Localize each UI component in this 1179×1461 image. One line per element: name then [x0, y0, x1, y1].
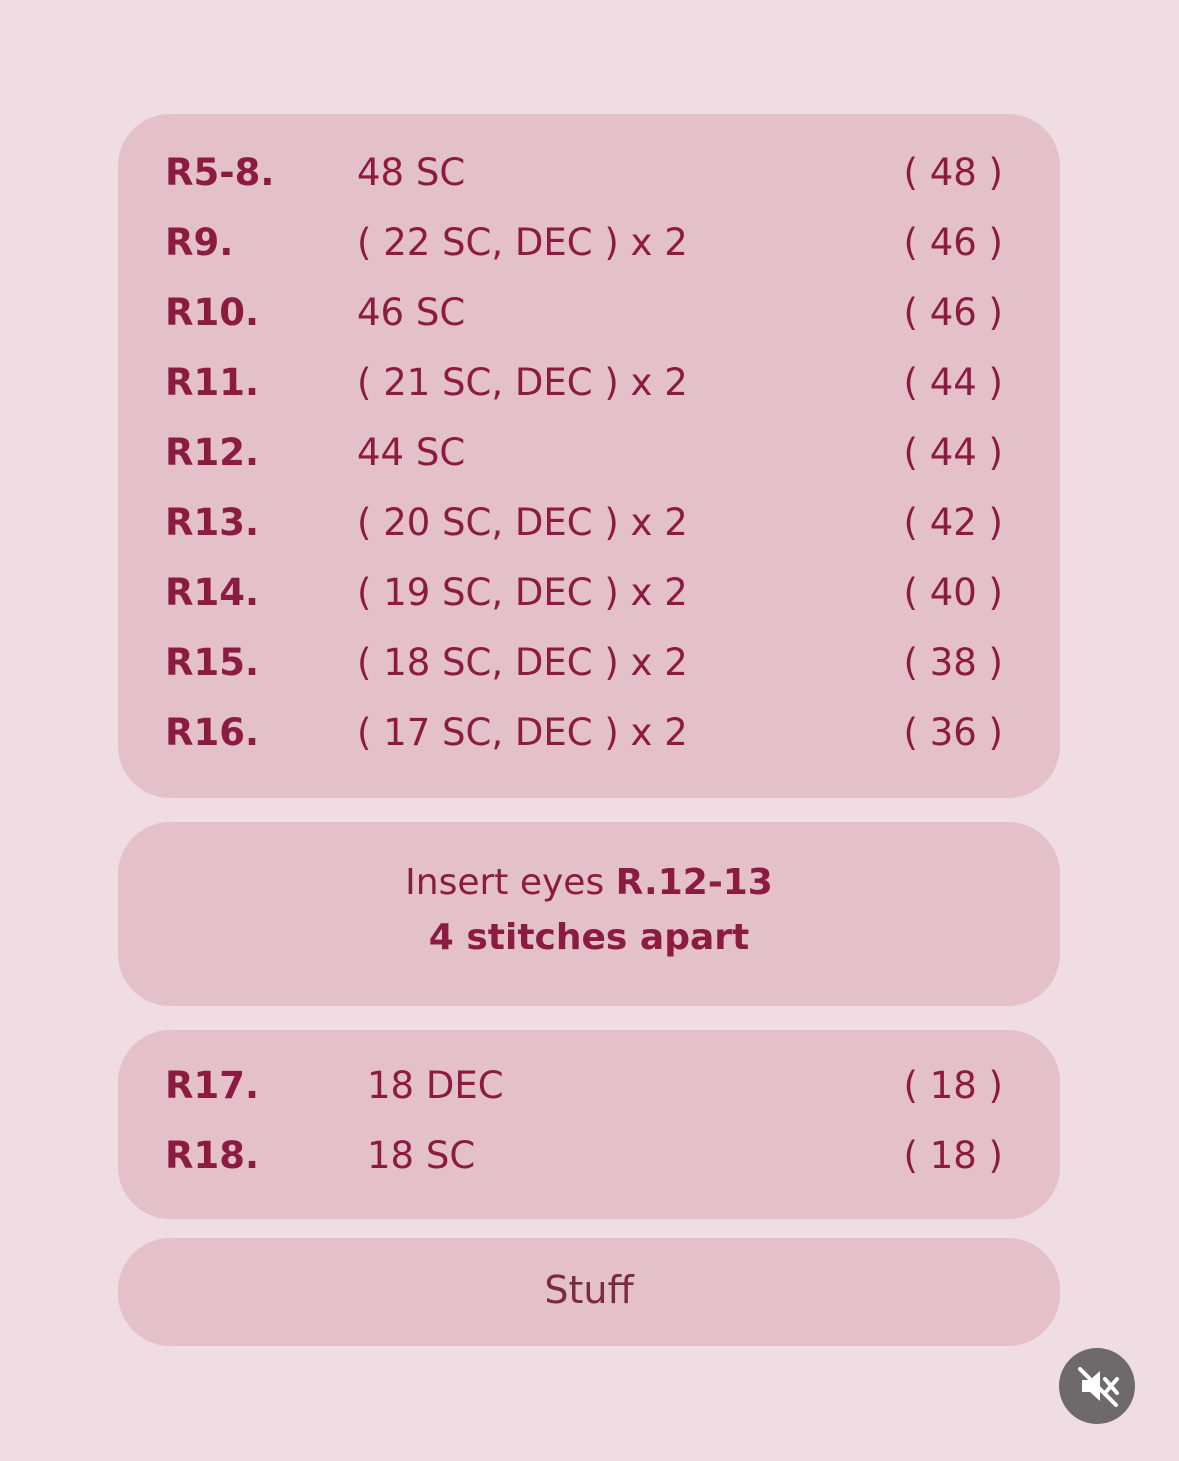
round-row: R18. 18 SC ( 18 )	[118, 1126, 1060, 1186]
stitches: 48 SC	[357, 151, 466, 194]
stitch-count: ( 42 )	[903, 501, 1003, 544]
round-label: R15.	[165, 641, 260, 684]
stitch-count: ( 18 )	[903, 1064, 1003, 1107]
round-row: R15. ( 18 SC, DEC ) x 2 ( 38 )	[118, 633, 1060, 693]
round-label: R14.	[165, 571, 260, 614]
note-text: Insert eyes	[405, 862, 605, 903]
round-row: R12. 44 SC ( 44 )	[118, 423, 1060, 483]
stitches: 46 SC	[357, 291, 466, 334]
stitches: ( 17 SC, DEC ) x 2	[357, 711, 688, 754]
stitch-count: ( 38 )	[903, 641, 1003, 684]
round-row: R10. 46 SC ( 46 )	[118, 283, 1060, 343]
stitch-count: ( 46 )	[903, 221, 1003, 264]
round-row: R9. ( 22 SC, DEC ) x 2 ( 46 )	[118, 213, 1060, 273]
stitch-count: ( 18 )	[903, 1134, 1003, 1177]
note-card: Insert eyes R.12-13 4 stitches apart	[118, 822, 1060, 1006]
round-label: R13.	[165, 501, 260, 544]
stitch-count: ( 44 )	[903, 361, 1003, 404]
round-row: R16. ( 17 SC, DEC ) x 2 ( 36 )	[118, 703, 1060, 763]
mute-x	[1103, 1377, 1119, 1395]
mute-slash	[1078, 1367, 1118, 1407]
round-row: R17. 18 DEC ( 18 )	[118, 1056, 1060, 1116]
stitches: ( 19 SC, DEC ) x 2	[357, 571, 688, 614]
final-card: Stuff	[118, 1238, 1060, 1346]
stitch-count: ( 46 )	[903, 291, 1003, 334]
round-label: R12.	[165, 431, 260, 474]
stitches: ( 22 SC, DEC ) x 2	[357, 221, 688, 264]
stitches: 18 DEC	[367, 1064, 504, 1107]
round-label: R16.	[165, 711, 260, 754]
note-bold: R.12-13	[615, 862, 773, 903]
rounds-card: R5-8. 48 SC ( 48 ) R9. ( 22 SC, DEC ) x 2 ( 4…	[118, 114, 1060, 798]
stitches: 44 SC	[357, 431, 466, 474]
round-row: R5-8. 48 SC ( 48 )	[118, 143, 1060, 203]
stitch-count: ( 36 )	[903, 711, 1003, 754]
stitches: ( 21 SC, DEC ) x 2	[357, 361, 688, 404]
round-label: R9.	[165, 221, 234, 264]
stitch-count: ( 40 )	[903, 571, 1003, 614]
round-label: R11.	[165, 361, 260, 404]
stitches: 18 SC	[367, 1134, 476, 1177]
round-label: R10.	[165, 291, 260, 334]
final-text: Stuff	[544, 1268, 634, 1312]
round-row: R14. ( 19 SC, DEC ) x 2 ( 40 )	[118, 563, 1060, 623]
note-line2: 4 stitches apart	[428, 917, 750, 958]
rounds-card: R17. 18 DEC ( 18 ) R18. 18 SC ( 18 )	[118, 1030, 1060, 1219]
mute-button[interactable]	[1058, 1347, 1138, 1427]
round-label: R17.	[165, 1064, 260, 1107]
speaker-icon	[1082, 1371, 1100, 1401]
stitches: ( 20 SC, DEC ) x 2	[357, 501, 688, 544]
stitches: ( 18 SC, DEC ) x 2	[357, 641, 688, 684]
round-row: R13. ( 20 SC, DEC ) x 2 ( 42 )	[118, 493, 1060, 553]
stitch-count: ( 44 )	[903, 431, 1003, 474]
note-line: Insert eyes R.12-13	[118, 862, 1060, 903]
round-label: R5-8.	[165, 151, 275, 194]
round-row: R11. ( 21 SC, DEC ) x 2 ( 44 )	[118, 353, 1060, 413]
round-label: R18.	[165, 1134, 260, 1177]
stitch-count: ( 48 )	[903, 151, 1003, 194]
